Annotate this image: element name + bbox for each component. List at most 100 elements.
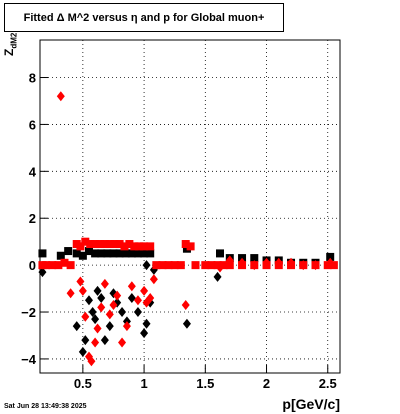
data-point-square bbox=[109, 249, 118, 258]
data-point-square bbox=[125, 240, 134, 249]
data-point-diamond bbox=[91, 337, 100, 348]
data-point-square bbox=[81, 237, 90, 246]
data-point-square bbox=[115, 240, 124, 249]
data-point-square bbox=[130, 242, 139, 251]
data-point-square bbox=[329, 261, 338, 270]
data-point-diamond bbox=[127, 292, 136, 303]
data-point-square bbox=[152, 261, 161, 270]
data-point-diamond bbox=[109, 299, 118, 310]
data-point-diamond bbox=[72, 321, 81, 332]
data-point-square bbox=[84, 247, 93, 256]
data-point-diamond bbox=[146, 292, 155, 303]
timestamp-footer: Sat Jun 28 13:49:38 2025 bbox=[4, 403, 87, 410]
data-point-square bbox=[42, 261, 51, 270]
data-point-square bbox=[181, 240, 190, 249]
data-point-square bbox=[323, 261, 332, 270]
data-point-diamond bbox=[142, 260, 151, 271]
data-point-diamond bbox=[81, 335, 90, 346]
data-point-square bbox=[207, 261, 216, 270]
y-axis-label-sub: dM2 bbox=[9, 32, 19, 49]
y-axis-label: ZdM2 bbox=[2, 33, 18, 56]
data-point-diamond bbox=[127, 281, 136, 292]
data-point-diamond bbox=[181, 299, 190, 310]
data-point-square bbox=[250, 254, 259, 263]
y-axis-label-main: Z bbox=[2, 48, 16, 56]
plot-frame bbox=[39, 39, 341, 374]
data-point-square bbox=[91, 249, 100, 258]
data-point-diamond bbox=[118, 307, 127, 318]
data-point-diamond bbox=[105, 321, 114, 332]
data-point-diamond bbox=[88, 307, 97, 318]
data-point-square bbox=[96, 240, 104, 249]
data-point-diamond bbox=[299, 260, 308, 271]
data-point-diamond bbox=[105, 309, 114, 320]
data-point-diamond bbox=[78, 346, 87, 357]
data-point-square bbox=[146, 249, 155, 258]
data-point-square bbox=[176, 261, 185, 270]
data-point-square bbox=[213, 261, 222, 270]
data-point-square bbox=[60, 258, 69, 267]
x-axis-label: p[GeV/c] bbox=[282, 396, 340, 412]
data-point-diamond bbox=[113, 290, 122, 301]
data-point-square bbox=[121, 249, 130, 258]
data-point-diamond bbox=[93, 285, 102, 296]
y-tick-label: 8 bbox=[29, 71, 36, 86]
data-point-diamond bbox=[250, 260, 259, 271]
data-point-square bbox=[140, 249, 149, 258]
data-point-square bbox=[133, 249, 142, 258]
data-point-diamond bbox=[87, 356, 96, 367]
chart-title: Fitted Δ M^2 versus η and p for Global m… bbox=[4, 3, 284, 32]
data-point-diamond bbox=[142, 318, 151, 329]
data-point-diamond bbox=[311, 260, 320, 271]
data-point-square bbox=[100, 240, 109, 249]
y-tick-label: −2 bbox=[21, 305, 36, 320]
y-tick-label: 4 bbox=[29, 164, 37, 179]
data-point-diamond bbox=[225, 255, 234, 266]
data-point-diamond bbox=[118, 337, 127, 348]
data-point-diamond bbox=[326, 257, 335, 268]
data-point-diamond bbox=[287, 257, 296, 268]
y-tick-label: 0 bbox=[29, 258, 36, 273]
data-point-diamond bbox=[100, 335, 109, 346]
y-tick-label: −4 bbox=[21, 352, 37, 367]
data-point-diamond bbox=[140, 328, 149, 339]
data-point-diamond bbox=[133, 295, 142, 306]
data-point-square bbox=[186, 242, 195, 251]
data-point-diamond bbox=[100, 278, 109, 289]
data-point-diamond bbox=[97, 292, 106, 303]
data-point-diamond bbox=[140, 285, 149, 296]
data-point-square bbox=[91, 240, 100, 249]
data-point-diamond bbox=[238, 257, 247, 268]
data-point-square bbox=[78, 251, 87, 260]
data-point-diamond bbox=[213, 271, 222, 282]
data-point-square bbox=[48, 261, 57, 270]
data-point-square bbox=[76, 242, 85, 251]
data-point-square bbox=[216, 249, 224, 258]
x-tick-label: 1.5 bbox=[196, 376, 214, 391]
data-point-diamond bbox=[56, 91, 65, 102]
data-point-square bbox=[86, 240, 95, 249]
data-point-diamond bbox=[38, 267, 47, 278]
data-point-diamond bbox=[93, 323, 102, 334]
x-tick-label: 0.5 bbox=[74, 376, 92, 391]
data-point-diamond bbox=[182, 318, 191, 329]
data-point-square bbox=[140, 242, 149, 251]
data-point-square bbox=[164, 261, 173, 270]
data-point-square bbox=[97, 249, 106, 258]
data-point-diamond bbox=[66, 288, 75, 299]
data-point-diamond bbox=[84, 295, 93, 306]
x-tick-label: 2 bbox=[263, 376, 270, 391]
data-point-diamond bbox=[81, 311, 90, 322]
data-point-diamond bbox=[76, 276, 85, 287]
x-tick-label: 1 bbox=[140, 376, 147, 391]
y-tick-label: 2 bbox=[29, 211, 36, 226]
data-point-diamond bbox=[97, 302, 106, 313]
data-point-square bbox=[135, 242, 144, 251]
data-point-square bbox=[115, 249, 124, 258]
data-point-square bbox=[66, 261, 75, 270]
x-tick-label: 2.5 bbox=[319, 376, 337, 391]
data-point-square bbox=[105, 240, 114, 249]
data-point-square bbox=[103, 249, 112, 258]
data-point-square bbox=[56, 251, 65, 260]
